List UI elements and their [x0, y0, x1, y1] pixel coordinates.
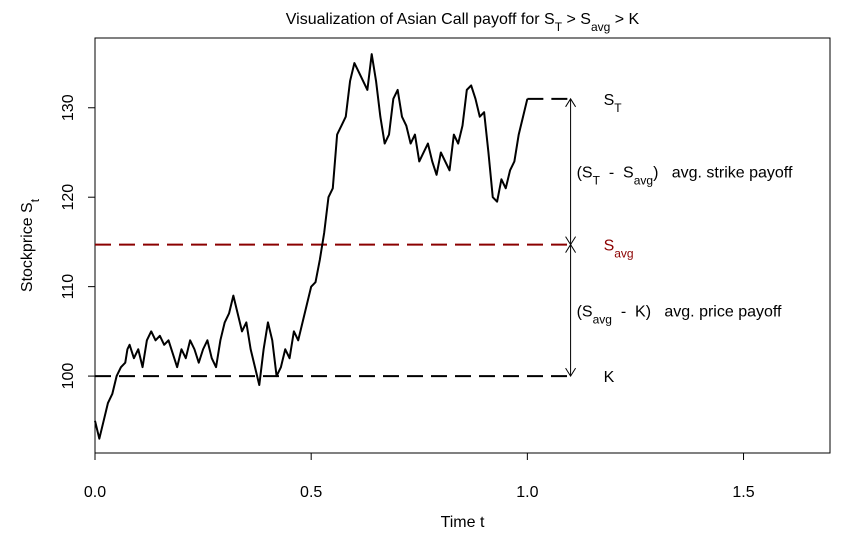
y-tick-label: 130: [60, 94, 77, 121]
text-part: - S: [600, 165, 634, 182]
text-part: (S: [577, 303, 593, 320]
text-part: > S: [562, 11, 591, 28]
text-part: - K) avg. price payoff: [612, 303, 782, 320]
y-axis-label: Stockprice St: [19, 198, 42, 292]
text-part: Time t: [441, 514, 485, 531]
annotation: (Savg - K) avg. price payoff: [577, 303, 782, 326]
y-tick-label: 120: [60, 184, 77, 211]
text-part: K: [604, 369, 615, 386]
arrow-head: [565, 367, 577, 378]
text-part: (S: [577, 165, 593, 182]
text-part: avg: [591, 20, 610, 34]
x-tick-label: 1.5: [732, 484, 754, 501]
text-part: S: [604, 238, 615, 255]
text-part: T: [555, 20, 563, 34]
chart-title: Visualization of Asian Call payoff for S…: [286, 11, 640, 34]
arrow-head: [565, 236, 577, 246]
text-part: Stockprice S: [19, 202, 36, 292]
x-tick-label: 0.0: [84, 484, 106, 501]
text-part: T: [593, 174, 601, 188]
y-tick-label: 100: [60, 363, 77, 390]
text-part: avg: [634, 174, 653, 188]
text-part: Visualization of Asian Call payoff for S: [286, 11, 555, 28]
arrow-head: [565, 97, 577, 108]
text-part: avg: [593, 312, 612, 326]
reference-label: ST: [604, 92, 623, 115]
payoff-arrow: [565, 97, 577, 246]
annotation: (ST - Savg) avg. strike payoff: [577, 165, 793, 188]
text-part: > K: [610, 11, 639, 28]
text-part: S: [604, 92, 615, 109]
reference-label: K: [604, 369, 615, 386]
y-tick-label: 110: [60, 274, 77, 300]
price-path: [94, 53, 529, 440]
text-part: ) avg. strike payoff: [653, 165, 793, 182]
reference-label: Savg: [604, 238, 634, 261]
payoff-arrow: [565, 243, 577, 378]
x-axis-label: Time t: [441, 514, 485, 531]
text-part: t: [28, 198, 42, 202]
x-tick-label: 1.0: [516, 484, 538, 501]
text-part: avg: [614, 247, 633, 261]
x-tick-label: 0.5: [300, 484, 322, 501]
text-part: T: [614, 101, 622, 115]
